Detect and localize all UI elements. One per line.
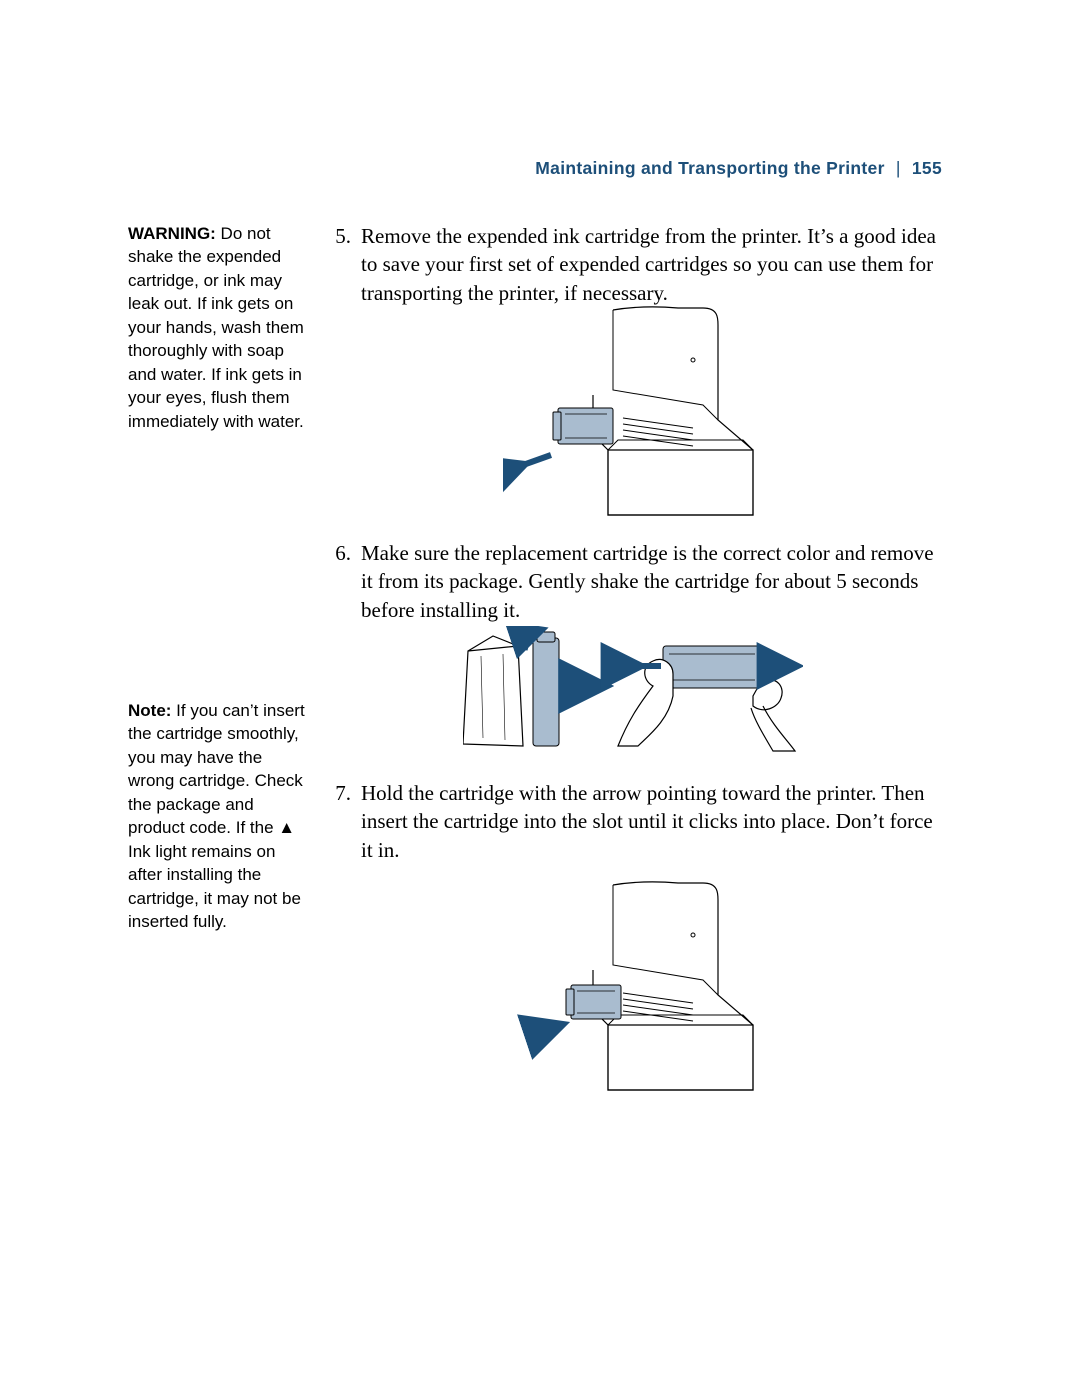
header-divider: | [890, 158, 907, 178]
insert-note: Note: If you can’t insert the cartridge … [128, 699, 308, 934]
step-5: 5. Remove the expended ink cartridge fro… [323, 222, 943, 307]
page: Maintaining and Transporting the Printer… [0, 0, 1080, 1397]
warning-note: WARNING: Do not shake the expended cartr… [128, 222, 308, 433]
step-5-text: Remove the expended ink cartridge from t… [361, 222, 943, 307]
section-title: Maintaining and Transporting the Printer [535, 158, 884, 178]
figure-insert-cartridge [503, 875, 763, 1100]
figure-shake-cartridge [463, 626, 803, 756]
step-7: 7. Hold the cartridge with the arrow poi… [323, 779, 943, 864]
warning-label: WARNING: [128, 224, 216, 243]
page-number: 155 [912, 158, 942, 178]
running-header: Maintaining and Transporting the Printer… [535, 158, 942, 179]
step-6: 6. Make sure the replacement cartridge i… [323, 539, 943, 624]
step-7-number: 7. [323, 779, 351, 807]
step-7-text: Hold the cartridge with the arrow pointi… [361, 779, 943, 864]
step-6-text: Make sure the replacement cartridge is t… [361, 539, 943, 624]
figure-remove-cartridge [503, 300, 763, 525]
note-text: If you can’t insert the cartridge smooth… [128, 701, 305, 931]
step-6-number: 6. [323, 539, 351, 567]
warning-text: Do not shake the expended cartridge, or … [128, 224, 304, 431]
note-label: Note: [128, 701, 171, 720]
step-5-number: 5. [323, 222, 351, 250]
